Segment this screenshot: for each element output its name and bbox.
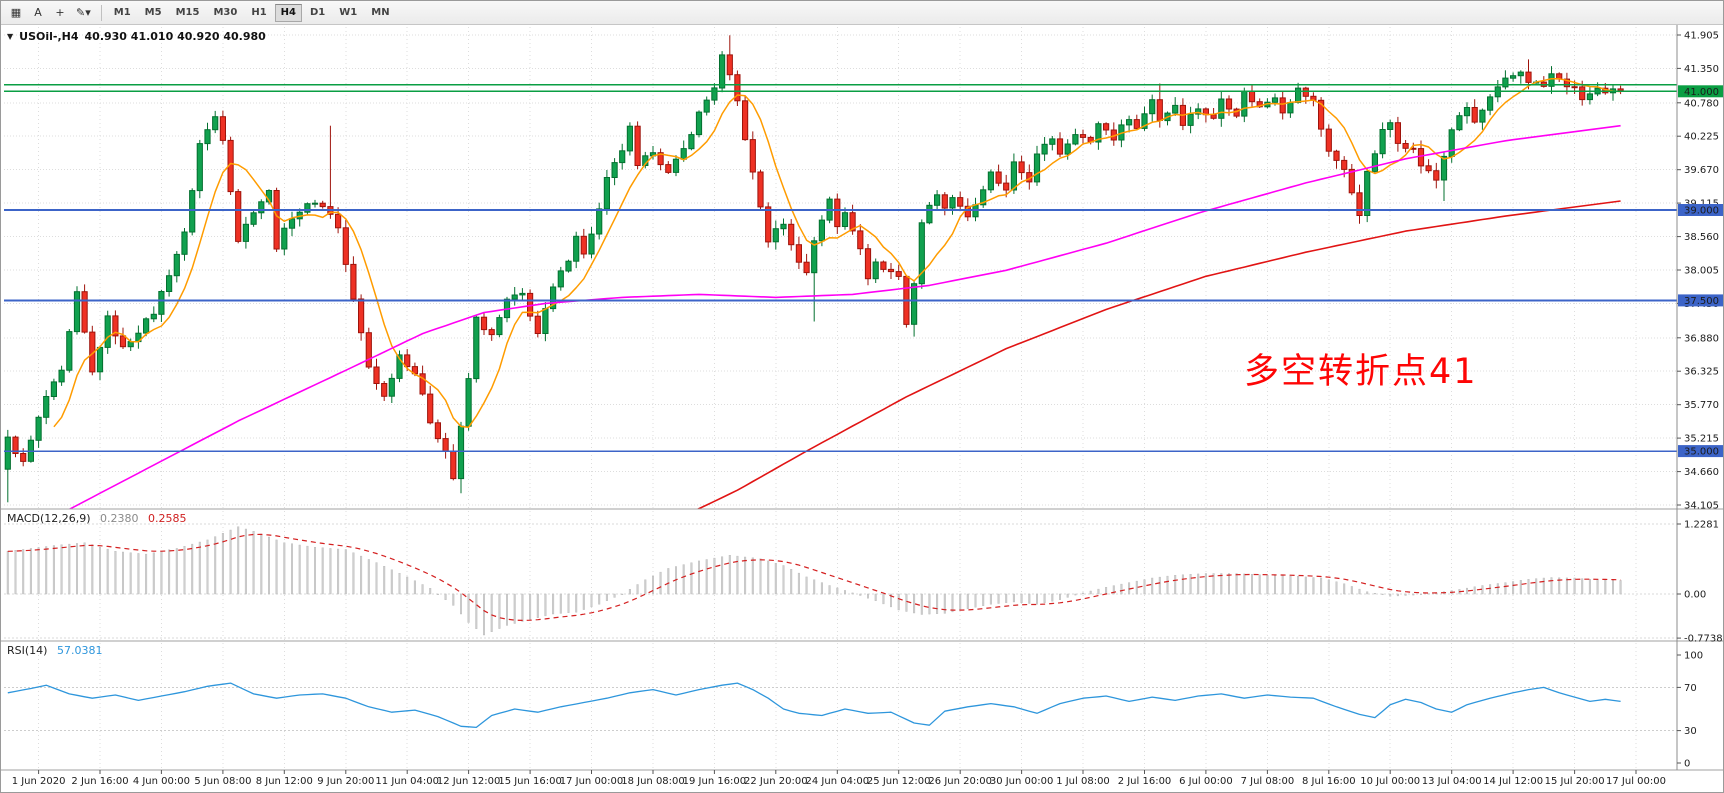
svg-text:15 Jul 20:00: 15 Jul 20:00	[1545, 776, 1605, 787]
timeframe-button-mn[interactable]: MN	[365, 4, 395, 22]
svg-text:39.670: 39.670	[1684, 165, 1719, 176]
svg-text:34.105: 34.105	[1684, 501, 1719, 512]
svg-text:12 Jun 12:00: 12 Jun 12:00	[437, 776, 501, 787]
chart-window-icon[interactable]: ▦	[6, 3, 26, 22]
rsi-line	[7, 682, 1621, 729]
svg-text:40.780: 40.780	[1684, 98, 1719, 109]
timeframe-button-d1[interactable]: D1	[304, 4, 331, 22]
svg-text:35.000: 35.000	[1684, 447, 1719, 458]
macd-signal-line	[7, 533, 1621, 622]
svg-text:40.225: 40.225	[1684, 132, 1719, 143]
axes: 41.90541.35040.78040.22539.67039.11538.5…	[1, 25, 1723, 771]
price-badges: 41.000 39.000 37.500 35.000	[1678, 85, 1723, 458]
svg-text:37.500: 37.500	[1684, 296, 1719, 307]
svg-text:22 Jun 20:00: 22 Jun 20:00	[744, 776, 808, 787]
macd-name: MACD(12,26,9)	[7, 512, 91, 525]
svg-text:38.005: 38.005	[1684, 266, 1719, 277]
dropdown-arrow-icon: ▾	[85, 6, 91, 19]
rsi-indicator-label: RSI(14) 57.0381	[7, 644, 102, 657]
rsi-pane	[4, 686, 1677, 732]
crosshair-icon[interactable]: +	[50, 3, 70, 22]
svg-text:39.000: 39.000	[1684, 206, 1719, 217]
svg-text:18 Jun 08:00: 18 Jun 08:00	[621, 776, 685, 787]
chart-annotation: 多空转折点41	[1244, 352, 1478, 392]
svg-text:26 Jun 20:00: 26 Jun 20:00	[928, 776, 992, 787]
time-axis-labels: 1 Jun 2020 2 Jun 16:00 4 Jun 00:00 5 Jun 08…	[12, 770, 1666, 787]
grid-lines	[4, 27, 1677, 770]
svg-text:6 Jul 00:00: 6 Jul 00:00	[1179, 776, 1233, 787]
horizontal-level-lines	[4, 84, 1677, 452]
svg-text:14 Jul 12:00: 14 Jul 12:00	[1483, 776, 1543, 787]
svg-text:30 Jun 00:00: 30 Jun 00:00	[990, 776, 1054, 787]
svg-text:19 Jun 16:00: 19 Jun 16:00	[683, 776, 747, 787]
rsi-name: RSI(14)	[7, 644, 48, 657]
candlesticks	[4, 35, 1624, 503]
svg-text:36.880: 36.880	[1684, 333, 1719, 344]
svg-text:34.660: 34.660	[1684, 467, 1719, 478]
timeframe-button-h4[interactable]: H4	[274, 3, 302, 22]
svg-text:1 Jun 2020: 1 Jun 2020	[12, 776, 66, 787]
ohlc-values: 40.930 41.010 40.920 40.980	[84, 30, 266, 43]
toolbar-separator	[100, 4, 102, 21]
slow-ma-line	[696, 200, 1621, 509]
svg-text:5 Jun 08:00: 5 Jun 08:00	[194, 776, 251, 787]
chart-canvas[interactable]: 41.90541.35040.78040.22539.67039.11538.5…	[1, 25, 1724, 793]
svg-text:11 Jun 04:00: 11 Jun 04:00	[375, 776, 439, 787]
drawing-tools-icon[interactable]: ✎ ▾	[72, 3, 95, 22]
macd-value: 0.2380	[100, 512, 139, 525]
svg-text:41.350: 41.350	[1684, 64, 1719, 75]
svg-text:35.215: 35.215	[1684, 434, 1719, 445]
svg-text:35.770: 35.770	[1684, 400, 1719, 411]
text-annotation-icon[interactable]: A	[28, 3, 48, 22]
timeframe-button-m1[interactable]: M1	[108, 4, 137, 22]
svg-text:10 Jul 00:00: 10 Jul 00:00	[1360, 776, 1420, 787]
timeframe-button-m5[interactable]: M5	[139, 4, 168, 22]
svg-text:8 Jul 16:00: 8 Jul 16:00	[1302, 776, 1356, 787]
rsi-value: 57.0381	[56, 644, 103, 657]
svg-text:0.00: 0.00	[1684, 590, 1706, 601]
symbol-label: USOil-,H4	[19, 30, 79, 43]
symbol-ohlc-line: ▼ USOil-,H4 40.930 41.010 40.920 40.980	[7, 30, 266, 43]
svg-text:41.000: 41.000	[1684, 87, 1719, 98]
svg-text:4 Jun 00:00: 4 Jun 00:00	[133, 776, 190, 787]
macd-pane	[4, 523, 1677, 639]
svg-text:100: 100	[1684, 651, 1703, 662]
svg-text:41.905: 41.905	[1684, 31, 1719, 42]
macd-signal-value: 0.2585	[148, 512, 187, 525]
top-toolbar: ▦ A + ✎ ▾ M1 M5 M15 M30 H1 H4 D1 W1 MN	[1, 1, 1723, 25]
timeframe-button-w1[interactable]: W1	[333, 4, 363, 22]
svg-text:30: 30	[1684, 726, 1697, 737]
svg-text:2 Jul 16:00: 2 Jul 16:00	[1118, 776, 1172, 787]
svg-text:-0.7738: -0.7738	[1684, 634, 1723, 645]
timeframe-button-h1[interactable]: H1	[245, 4, 272, 22]
svg-text:1 Jul 08:00: 1 Jul 08:00	[1056, 776, 1110, 787]
svg-text:7 Jul 08:00: 7 Jul 08:00	[1241, 776, 1295, 787]
fast-ma-line	[53, 77, 1621, 428]
chart-area: 41.90541.35040.78040.22539.67039.11538.5…	[1, 25, 1724, 793]
svg-text:15 Jun 16:00: 15 Jun 16:00	[498, 776, 562, 787]
svg-text:36.325: 36.325	[1684, 367, 1719, 378]
svg-text:8 Jun 12:00: 8 Jun 12:00	[256, 776, 313, 787]
timeframe-button-m15[interactable]: M15	[170, 4, 206, 22]
svg-text:24 Jun 04:00: 24 Jun 04:00	[806, 776, 870, 787]
svg-text:1.2281: 1.2281	[1684, 520, 1719, 531]
pencil-icon: ✎	[76, 6, 86, 19]
mid-ma-line	[68, 124, 1621, 509]
svg-text:2 Jun 16:00: 2 Jun 16:00	[71, 776, 128, 787]
svg-text:17 Jul 00:00: 17 Jul 00:00	[1606, 776, 1666, 787]
svg-text:17 Jun 00:00: 17 Jun 00:00	[560, 776, 624, 787]
chevron-down-icon[interactable]: ▼	[7, 32, 14, 41]
timeframe-button-group: M1 M5 M15 M30 H1 H4 D1 W1 MN	[107, 3, 397, 22]
svg-text:70: 70	[1684, 683, 1697, 694]
macd-histogram	[6, 526, 1622, 636]
svg-text:0: 0	[1684, 759, 1690, 770]
moving-averages	[53, 77, 1621, 509]
macd-indicator-label: MACD(12,26,9) 0.2380 0.2585	[7, 512, 187, 525]
svg-text:38.560: 38.560	[1684, 232, 1719, 243]
svg-text:25 Jun 12:00: 25 Jun 12:00	[867, 776, 931, 787]
timeframe-button-m30[interactable]: M30	[207, 4, 243, 22]
svg-text:13 Jul 04:00: 13 Jul 04:00	[1422, 776, 1482, 787]
svg-text:9 Jun 20:00: 9 Jun 20:00	[317, 776, 374, 787]
